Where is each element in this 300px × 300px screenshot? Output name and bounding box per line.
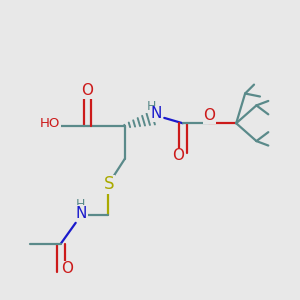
Text: H: H (147, 100, 156, 113)
Text: O: O (61, 261, 73, 276)
Text: O: O (203, 108, 215, 123)
Text: O: O (172, 148, 184, 164)
Text: HO: HO (40, 117, 61, 130)
Text: H: H (76, 199, 85, 212)
Text: O: O (82, 83, 94, 98)
Text: N: N (150, 106, 162, 121)
Text: S: S (104, 175, 114, 193)
Text: N: N (76, 206, 87, 220)
